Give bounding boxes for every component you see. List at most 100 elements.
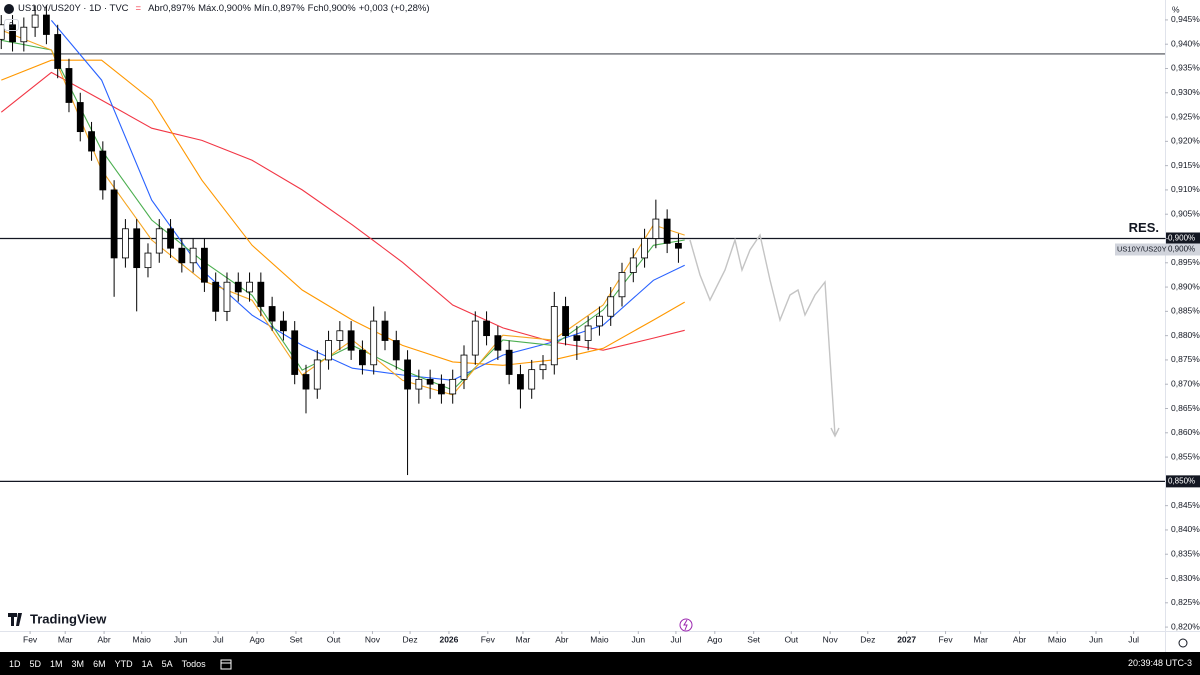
x-tick-label: Mar	[516, 634, 531, 644]
candle-body	[291, 330, 299, 375]
candle-body	[483, 320, 490, 337]
event-icon[interactable]	[679, 618, 693, 632]
candle-body	[449, 378, 457, 395]
bottom-toolbar: 1D 5D 1M 3M 6M YTD 1A 5A Todos 20:39:48 UTC-3	[0, 652, 1200, 675]
y-tick-label: 0,920%	[1171, 136, 1200, 146]
x-tick-label: Jun	[631, 634, 645, 644]
candle-body	[663, 218, 671, 244]
projection-drawing	[689, 233, 836, 436]
candle-body	[404, 359, 411, 390]
clock[interactable]: 20:39:48 UTC-3	[1127, 658, 1192, 668]
price-label-box	[1166, 475, 1200, 488]
candle-body	[223, 281, 231, 312]
date-range-icon[interactable]	[220, 658, 232, 670]
y-tick-label: 0,870%	[1171, 378, 1200, 388]
ohlc-value: 0,900%	[323, 3, 356, 14]
ohlc-value: 0,897%	[272, 3, 305, 14]
x-tick-label: Dez	[860, 634, 875, 644]
line-note: RES.	[1129, 220, 1159, 235]
candle-body	[607, 296, 615, 317]
candle-body	[539, 364, 547, 371]
candle-body	[370, 320, 378, 366]
settings-icon[interactable]	[1178, 638, 1188, 648]
candle-body	[517, 374, 524, 390]
price-label: 0,850%	[1168, 476, 1195, 485]
moving-average	[50, 20, 685, 381]
candle-body	[0, 24, 5, 40]
candle-body	[573, 335, 581, 341]
y-tick-label: 0,945%	[1171, 14, 1200, 24]
y-tick-label: 0,835%	[1171, 548, 1200, 558]
candle-body	[201, 247, 208, 283]
indicators-toggle[interactable]: 3	[4, 19, 19, 31]
price-label-box	[1166, 232, 1200, 245]
candle-body	[562, 306, 569, 337]
y-tick-label: 0,875%	[1171, 354, 1200, 364]
y-tick-label: 0,865%	[1171, 403, 1200, 413]
candle-body	[471, 320, 479, 356]
y-tick-label: 0,885%	[1171, 306, 1200, 316]
brand-icon	[8, 613, 22, 626]
candle-body	[392, 340, 400, 361]
x-tick-label: 2027	[897, 634, 916, 644]
ohlc-values: Abr 0,897% Máx. 0,900% Mín. 0,897% Fch 0,900% +0…	[148, 3, 432, 14]
range-button[interactable]: 5D	[29, 658, 42, 669]
range-button[interactable]: Todos	[181, 658, 206, 669]
axis-unit: %	[1172, 4, 1180, 14]
range-button[interactable]: 6M	[93, 658, 106, 669]
x-tick-label: Jul	[213, 634, 224, 644]
candle-body	[54, 34, 62, 69]
symbol-legend: US10Y/US20Y · 1D · TVC = Abr 0,897% Máx. 0,…	[4, 3, 433, 14]
y-tick-label: 0,860%	[1171, 427, 1200, 437]
ohlc-value: +0,003 (+0,28%)	[358, 3, 430, 14]
last-price-name: US10Y/US20Y	[1117, 244, 1167, 253]
brand-logo: TradingView	[8, 611, 107, 626]
candle-body	[347, 330, 355, 351]
range-button[interactable]: 5A	[161, 658, 173, 669]
symbol-title[interactable]: US10Y/US20Y · 1D · TVC	[18, 3, 129, 14]
x-tick-label: Set	[747, 634, 760, 644]
range-button[interactable]: 1A	[141, 658, 153, 669]
projection-arrowhead	[830, 427, 840, 438]
candle-body	[550, 306, 558, 366]
range-button[interactable]: 1M	[50, 658, 63, 669]
candle-body	[313, 359, 321, 390]
candle-body	[99, 150, 107, 191]
x-tick-label: Maio	[132, 634, 151, 644]
x-tick-label: Mar	[58, 634, 73, 644]
x-tick-label: Mar	[973, 634, 988, 644]
y-tick-label: 0,890%	[1171, 281, 1200, 291]
candle-body	[359, 349, 366, 366]
ohlc-label: Mín.	[253, 3, 273, 14]
x-tick-label: Out	[784, 634, 798, 644]
x-tick-label: Out	[327, 634, 341, 644]
range-button[interactable]: 3M	[71, 658, 85, 669]
ohlc-value: 0,897%	[162, 3, 196, 14]
candle-body	[629, 257, 637, 273]
x-tick-label: Fev	[23, 634, 38, 644]
candle-body	[438, 383, 445, 395]
range-button[interactable]: YTD	[114, 658, 133, 669]
candle-body	[325, 340, 332, 361]
ohlc-label: Abr	[148, 3, 163, 14]
x-tick-label: Fev	[938, 634, 953, 644]
candle-body	[381, 320, 389, 341]
x-tick-label: Maio	[590, 634, 609, 644]
candle-body	[155, 228, 163, 254]
ohlc-label: Máx.	[198, 3, 219, 14]
y-tick-label: 0,830%	[1171, 573, 1200, 583]
candle-body	[212, 281, 220, 312]
candle-body	[426, 378, 434, 385]
candle-body	[31, 14, 39, 28]
x-tick-label: Nov	[365, 634, 381, 644]
candle-body	[76, 102, 84, 133]
x-tick-label: Set	[290, 634, 303, 644]
candle-body	[618, 272, 626, 298]
range-button[interactable]: 1D	[9, 658, 21, 669]
ohlc-value: 0,900%	[218, 3, 251, 14]
candle-body	[280, 320, 287, 332]
candle-body	[528, 369, 536, 390]
last-price-box	[1115, 243, 1200, 256]
candle-body	[652, 218, 660, 239]
